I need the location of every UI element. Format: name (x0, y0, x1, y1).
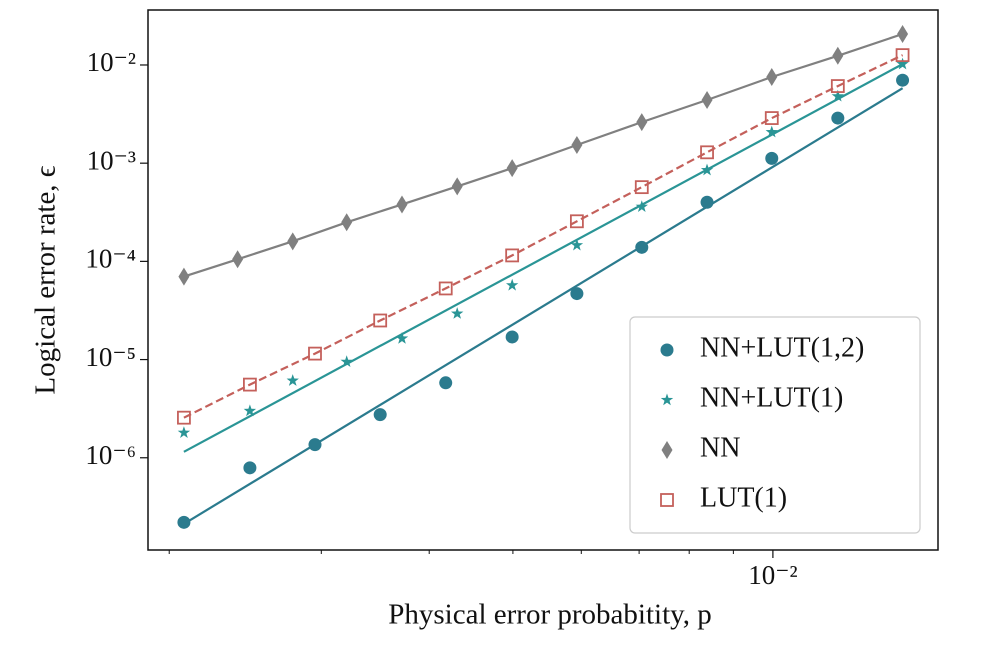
data-point (243, 377, 257, 392)
data-point (570, 287, 584, 301)
data-point (832, 46, 844, 65)
x-tick-label: 10⁻² (748, 560, 797, 590)
data-point (830, 79, 845, 93)
plot-frame (147, 9, 939, 551)
data-point (896, 73, 910, 87)
y-tick-label: 10⁻² (87, 47, 136, 77)
data-point (765, 151, 779, 165)
x-axis-label: Physical error probabitity, p (388, 599, 712, 631)
data-point (373, 313, 388, 328)
data-point (700, 195, 714, 209)
data-point (395, 332, 409, 344)
y-axis-label: Logical error rate, ϵ (30, 165, 62, 394)
data-point (571, 136, 583, 155)
data-point (341, 213, 353, 232)
legend-label: NN+LUT(1,2) (700, 332, 864, 363)
data-point (232, 250, 244, 269)
data-point (831, 111, 845, 125)
data-point (308, 346, 322, 361)
data-point (177, 410, 191, 425)
data-point (506, 278, 519, 291)
data-point (701, 90, 713, 109)
y-tick-label: 10⁻⁴ (85, 244, 136, 274)
data-point (700, 163, 714, 176)
legend-label: NN (700, 432, 740, 463)
data-point (700, 145, 714, 160)
legend-marker (660, 343, 674, 357)
data-point (396, 195, 408, 214)
data-point (287, 232, 299, 251)
data-point (831, 89, 844, 102)
data-point (897, 24, 909, 43)
legend-box (629, 316, 921, 534)
data-point (451, 307, 464, 319)
y-tick-label: 10⁻³ (87, 145, 136, 175)
data-point (570, 238, 584, 251)
data-point (451, 177, 463, 196)
data-point (766, 67, 778, 86)
legend-marker (661, 441, 673, 459)
data-point (895, 48, 910, 63)
data-point (439, 376, 453, 390)
data-point (438, 281, 453, 296)
legend-label: NN+LUT(1) (700, 382, 843, 413)
data-point (178, 267, 190, 286)
data-point (636, 113, 648, 132)
data-point (506, 159, 518, 178)
legend-label: LUT(1) (700, 482, 787, 513)
data-point (896, 57, 909, 70)
data-point (373, 408, 387, 422)
legend-marker (660, 493, 674, 507)
data-point (635, 240, 649, 254)
y-tick-label: 10⁻⁵ (85, 342, 136, 372)
legend-marker (660, 393, 674, 406)
fit-line (183, 63, 904, 453)
data-point (243, 404, 257, 417)
fit-line (183, 87, 904, 525)
y-tick-label: 10⁻⁶ (85, 440, 136, 470)
data-point (340, 355, 353, 367)
data-point (286, 374, 299, 386)
data-point (177, 426, 191, 438)
data-point (765, 125, 778, 138)
data-point (308, 438, 322, 452)
data-point (569, 214, 584, 229)
data-point (634, 180, 649, 195)
data-point (635, 200, 648, 212)
data-point (505, 330, 519, 344)
series-line (183, 54, 904, 419)
data-point (764, 111, 779, 125)
data-point (505, 248, 520, 263)
data-point (243, 461, 257, 475)
data-point (177, 515, 191, 529)
